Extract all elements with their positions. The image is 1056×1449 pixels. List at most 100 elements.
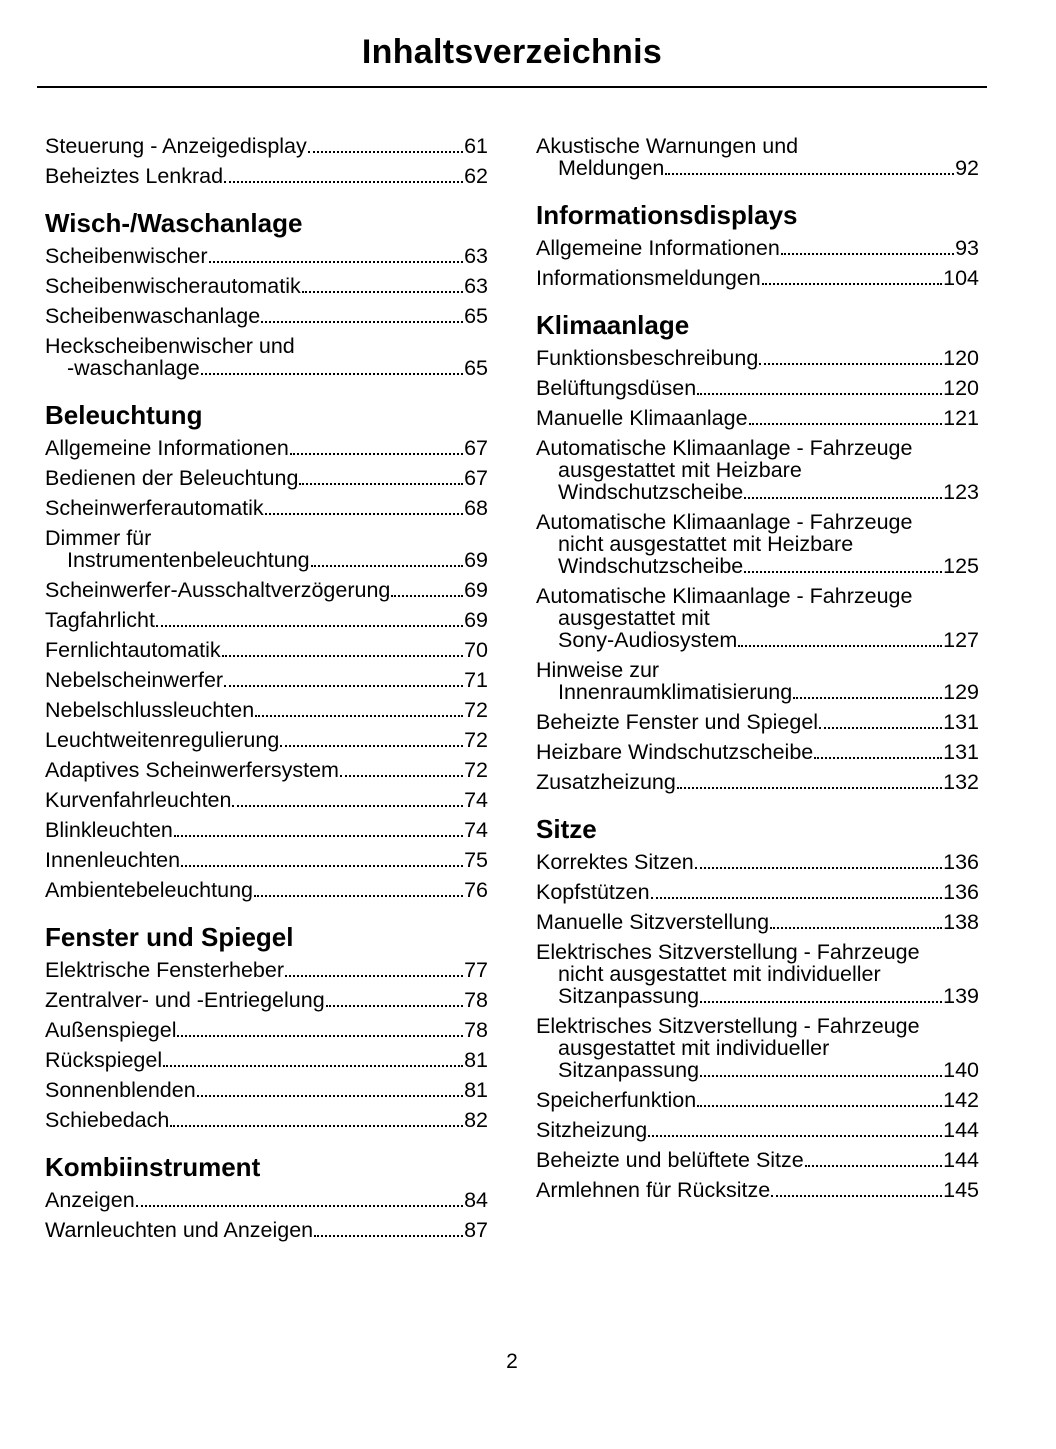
toc-entry[interactable]: Warnleuchten und Anzeigen 87: [45, 1219, 488, 1241]
dot-leader: [314, 1235, 464, 1237]
toc-entry[interactable]: Manuelle Sitzverstellung 138: [536, 911, 979, 933]
toc-entry[interactable]: Ambientebeleuchtung 76: [45, 879, 488, 901]
entry-page-number: 123: [943, 480, 979, 504]
dot-leader: [744, 497, 943, 499]
dot-leader: [761, 283, 943, 285]
toc-entry[interactable]: Elektrisches Sitzverstellung - Fahrzeuge…: [536, 1015, 979, 1081]
entry-title-line: Sonnenblenden: [45, 1078, 196, 1102]
toc-entry[interactable]: Funktionsbeschreibung 120: [536, 347, 979, 369]
entry-last-line: Steuerung - Anzeigedisplay 61: [45, 135, 488, 157]
toc-entry[interactable]: Automatische Klimaanlage - Fahrzeuge nich…: [536, 511, 979, 577]
toc-entry[interactable]: Adaptives Scheinwerfersystem 72: [45, 759, 488, 781]
dot-leader: [310, 565, 464, 567]
entry-last-line: Nebelschlussleuchten 72: [45, 699, 488, 721]
dot-leader: [301, 291, 464, 293]
dot-leader: [744, 571, 943, 573]
entry-last-line: Korrektes Sitzen 136: [536, 851, 979, 873]
toc-entry[interactable]: Informationsmeldungen 104: [536, 267, 979, 289]
toc-entry[interactable]: Korrektes Sitzen 136: [536, 851, 979, 873]
toc-entry[interactable]: Anzeigen 84: [45, 1189, 488, 1211]
toc-entry[interactable]: Allgemeine Informationen 93: [536, 237, 979, 259]
entry-page-number: 145: [943, 1178, 979, 1202]
toc-entry[interactable]: Allgemeine Informationen 67: [45, 437, 488, 459]
entry-last-line: Informationsmeldungen 104: [536, 267, 979, 289]
entry-last-line: Beheizte und belüftete Sitze 144: [536, 1149, 979, 1171]
entry-title-line: Innenraumklimatisierung: [558, 680, 793, 704]
toc-entry[interactable]: Belüftungsdüsen 120: [536, 377, 979, 399]
toc-entry[interactable]: Tagfahrlicht 69: [45, 609, 488, 631]
dot-leader: [254, 895, 464, 897]
toc-entry[interactable]: Blinkleuchten 74: [45, 819, 488, 841]
toc-entry[interactable]: Rückspiegel 81: [45, 1049, 488, 1071]
toc-entry[interactable]: Beheizte Fenster und Spiegel 131: [536, 711, 979, 733]
entry-title-line: Allgemeine Informationen: [45, 436, 289, 460]
entry-page-number: 140: [943, 1058, 979, 1082]
toc-entry[interactable]: Heizbare Windschutzscheibe 131: [536, 741, 979, 763]
entry-title-line: Windschutzscheibe: [558, 480, 744, 504]
toc-entry[interactable]: Beheizte und belüftete Sitze 144: [536, 1149, 979, 1171]
entry-title-line: Heckscheibenwischer und: [45, 334, 295, 358]
toc-entry[interactable]: Scheibenwaschanlage 65: [45, 305, 488, 327]
entry-title-line: Heizbare Windschutzscheibe: [536, 740, 814, 764]
toc-entry[interactable]: Armlehnen für Rücksitze 145: [536, 1179, 979, 1201]
toc-entry[interactable]: Leuchtweitenregulierung 72: [45, 729, 488, 751]
dot-leader: [285, 975, 464, 977]
entry-title-line: Windschutzscheibe: [558, 554, 744, 578]
toc-entry[interactable]: Bedienen der Beleuchtung 67: [45, 467, 488, 489]
entry-page-number: 138: [943, 910, 979, 934]
entry-last-line: -waschanlage 65: [45, 357, 488, 379]
toc-entry[interactable]: Elektrisches Sitzverstellung - Fahrzeuge…: [536, 941, 979, 1007]
entry-last-line: Elektrische Fensterheber 77: [45, 959, 488, 981]
entry-last-line: Zentralver- und -Entriegelung 78: [45, 989, 488, 1011]
toc-entry[interactable]: Akustische Warnungen und Meldungen 92: [536, 135, 979, 179]
toc-entry[interactable]: Zusatzheizung 132: [536, 771, 979, 793]
entry-title-line: Beheizte und belüftete Sitze: [536, 1148, 804, 1172]
entry-last-line: Warnleuchten und Anzeigen 87: [45, 1219, 488, 1241]
entry-page-number: 72: [464, 728, 488, 752]
dot-leader: [289, 453, 464, 455]
entry-title-line: Außenspiegel: [45, 1018, 177, 1042]
toc-entry[interactable]: Steuerung - Anzeigedisplay 61: [45, 135, 488, 157]
toc-entry[interactable]: Scheinwerferautomatik 68: [45, 497, 488, 519]
toc-entry[interactable]: Speicherfunktion 142: [536, 1089, 979, 1111]
entry-page-number: 69: [464, 608, 488, 632]
toc-entry[interactable]: Manuelle Klimaanlage 121: [536, 407, 979, 429]
entry-page-number: 78: [464, 988, 488, 1012]
toc-entry[interactable]: Automatische Klimaanlage - Fahrzeuge ausg…: [536, 437, 979, 503]
dot-leader: [196, 1095, 464, 1097]
toc-entry[interactable]: Elektrische Fensterheber 77: [45, 959, 488, 981]
toc-entry[interactable]: Zentralver- und -Entriegelung 78: [45, 989, 488, 1011]
entry-page-number: 63: [464, 244, 488, 268]
toc-entry[interactable]: Kopfstützen 136: [536, 881, 979, 903]
entry-page-number: 77: [464, 958, 488, 982]
toc-entry[interactable]: Heckscheibenwischer und -waschanlage 65: [45, 335, 488, 379]
entry-last-line: Kurvenfahrleuchten 74: [45, 789, 488, 811]
toc-entry[interactable]: Dimmer für Instrumentenbeleuchtung 69: [45, 527, 488, 571]
entry-last-line: Schiebedach 82: [45, 1109, 488, 1131]
toc-entry[interactable]: Innenleuchten 75: [45, 849, 488, 871]
dot-leader: [280, 745, 464, 747]
toc-entry[interactable]: Außenspiegel 78: [45, 1019, 488, 1041]
entry-page-number: 129: [943, 680, 979, 704]
toc-entry[interactable]: Nebelscheinwerfer 71: [45, 669, 488, 691]
dot-leader: [771, 1195, 943, 1197]
entry-page-number: 136: [943, 880, 979, 904]
entry-last-line: Sitzanpassung 139: [536, 985, 979, 1007]
entry-page-number: 63: [464, 274, 488, 298]
toc-entry[interactable]: Nebelschlussleuchten 72: [45, 699, 488, 721]
toc-entry[interactable]: Schiebedach 82: [45, 1109, 488, 1131]
dot-leader: [770, 927, 943, 929]
toc-entry[interactable]: Beheiztes Lenkrad 62: [45, 165, 488, 187]
entry-last-line: Sitzanpassung 140: [536, 1059, 979, 1081]
toc-entry[interactable]: Automatische Klimaanlage - Fahrzeuge ausg…: [536, 585, 979, 651]
toc-entry[interactable]: Kurvenfahrleuchten 74: [45, 789, 488, 811]
toc-entry[interactable]: Hinweise zur Innenraumklimatisierung 129: [536, 659, 979, 703]
section-heading: Beleuchtung: [45, 400, 203, 430]
toc-entry[interactable]: Sonnenblenden 81: [45, 1079, 488, 1101]
entry-title-line: Ambientebeleuchtung: [45, 878, 253, 902]
toc-entry[interactable]: Scheibenwischerautomatik 63: [45, 275, 488, 297]
toc-entry[interactable]: Fernlichtautomatik 70: [45, 639, 488, 661]
toc-entry[interactable]: Scheibenwischer 63: [45, 245, 488, 267]
toc-entry[interactable]: Sitzheizung 144: [536, 1119, 979, 1141]
toc-entry[interactable]: Scheinwerfer-Ausschaltverzögerung 69: [45, 579, 488, 601]
